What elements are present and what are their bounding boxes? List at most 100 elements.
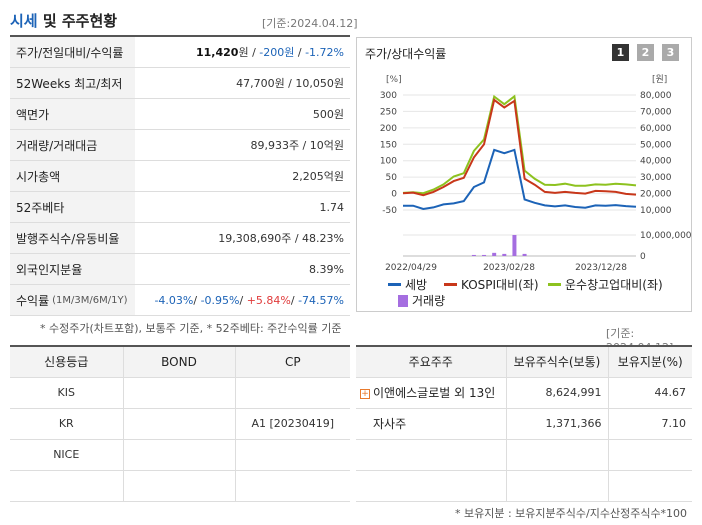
row-label-sub: (1M/3M/6M/1Y): [52, 294, 128, 306]
holder-pct-cell: [607, 470, 692, 502]
return-1m: -4.03%: [154, 293, 194, 307]
right-tick-label: 40,000: [640, 157, 672, 167]
holder-shares-cell: 1,371,366: [505, 408, 608, 440]
row-value: 19,308,690주 / 48.23%: [218, 232, 344, 245]
legend-series-1: 세방: [388, 276, 427, 293]
holder-name: 이앤에스글로벌 외 13인: [373, 386, 496, 400]
series-line: [402, 98, 637, 197]
row-value: 1.74: [319, 200, 345, 214]
column-header: 신용등급: [10, 346, 123, 378]
agency-cell: [10, 470, 123, 502]
right-tick-label: 20,000: [640, 190, 672, 200]
row-market-cap: 시가총액 2,205억원: [10, 161, 350, 192]
holder-pct-cell: [607, 439, 692, 471]
legend-swatch: [398, 294, 408, 307]
table-row: 자사주 1,371,366 7.10: [356, 408, 692, 440]
holder-pct-cell: 7.10: [607, 408, 692, 440]
return-1y: -74.57%: [298, 293, 344, 307]
price-return-chart: [%] [원] 300 80,000 250 70,000 200 60,000 150 50,0…: [380, 74, 692, 273]
row-par-value: 액면가 500원: [10, 99, 350, 130]
table-row: NICE: [10, 439, 350, 471]
agency-cell: KR: [10, 408, 123, 440]
volume-bar: [502, 253, 507, 256]
row-label-text: 수익률: [16, 293, 50, 308]
price-value: 11,420: [196, 46, 239, 59]
price-change-rate: -1.72%: [305, 46, 344, 59]
volume-bar: [522, 253, 527, 256]
return-3m: -0.95%: [200, 293, 240, 307]
chart-page-1-button[interactable]: 1: [612, 44, 629, 61]
left-tick-label: 300: [380, 91, 397, 101]
legend-label: KOSPI대비(좌): [461, 278, 539, 292]
row-label: 외국인지분율: [10, 254, 135, 284]
holders-footnote: * 보유지분 : 보유지분주식수/지수산정주식수*100: [455, 507, 688, 520]
table-row: + 이앤에스글로벌 외 13인 8,624,991 44.67: [356, 377, 692, 409]
table-row: KIS: [10, 377, 350, 409]
agency-cell: NICE: [10, 439, 123, 471]
page-title-sub: 및 주주현황: [42, 12, 118, 30]
x-tick-label: 2023/02/28: [483, 263, 535, 273]
volume-tick-label: 10,000,000: [640, 231, 692, 241]
x-tick-label: 2022/04/29: [385, 263, 437, 273]
volume-bar: [482, 254, 487, 256]
price-change: -200원: [259, 46, 295, 59]
bond-cell: [122, 408, 235, 440]
row-foreign: 외국인지분율 8.39%: [10, 254, 350, 285]
left-axis-unit: [%]: [386, 75, 402, 85]
row-label: 발행주식수/유동비율: [10, 223, 135, 253]
legend-series-2: KOSPI대비(좌): [444, 276, 539, 293]
row-value: 500원: [312, 108, 344, 121]
holder-name-cell: 자사주: [356, 408, 506, 440]
quote-info-table: 주가/전일대비/수익률 11,420원 / -200원 / -1.72% 52W…: [10, 37, 350, 316]
right-axis-unit: [원]: [652, 74, 667, 85]
row-label: 시가총액: [10, 161, 135, 191]
left-tick-label: 150: [380, 140, 397, 150]
cp-cell: A1 [20230419]: [234, 408, 350, 440]
as-of-date: [기준:2024.04.12]: [262, 17, 358, 30]
right-tick-label: 80,000: [640, 91, 672, 101]
table-row: [356, 470, 692, 502]
row-label: 52주베타: [10, 192, 135, 222]
row-value: 2,205억원: [292, 170, 344, 183]
left-tick-label: 100: [380, 157, 397, 167]
agency-cell: KIS: [10, 377, 123, 409]
legend-swatch: [388, 283, 401, 286]
table-header-row: 신용등급 BOND CP: [10, 346, 350, 378]
return-6m: +5.84%: [246, 293, 291, 307]
header-divider: [10, 35, 350, 37]
holder-shares-cell: 8,624,991: [505, 377, 608, 409]
table-row: [356, 439, 692, 471]
legend-label: 세방: [405, 278, 428, 292]
table-row: KR A1 [20230419]: [10, 408, 350, 440]
chart-page-3-button[interactable]: 3: [662, 44, 679, 61]
row-value: 89,933주 / 10억원: [250, 139, 344, 152]
cp-cell: [234, 470, 350, 502]
holder-name-cell: [356, 439, 506, 471]
table-header-row: 주요주주 보유주식수(보통) 보유지분(%): [356, 346, 692, 378]
left-tick-label: 0: [391, 190, 397, 200]
holder-name-cell: + 이앤에스글로벌 외 13인: [356, 377, 506, 409]
legend-volume: 거래량: [398, 292, 445, 309]
bond-cell: [122, 470, 235, 502]
left-tick-label: -50: [382, 206, 397, 216]
row-value: 8.39%: [309, 262, 344, 276]
volume-bar: [471, 254, 476, 256]
right-tick-label: 50,000: [640, 140, 672, 150]
row-value: -4.03%/ -0.95%/ +5.84%/ -74.57%: [154, 293, 344, 307]
holder-shares-cell: [505, 470, 608, 502]
table-row: [10, 470, 350, 502]
row-label: 주가/전일대비/수익률: [10, 37, 135, 67]
price-unit: 원: [238, 46, 249, 59]
info-footnote: * 수정주가(차트포함), 보통주 기준, * 52주베타: 주간수익률 기준: [40, 322, 342, 335]
legend-label: 운수창고업대비(좌): [565, 278, 663, 292]
chart-page-2-button[interactable]: 2: [637, 44, 654, 61]
row-beta: 52주베타 1.74: [10, 192, 350, 223]
page-title: 시세 및 주주현황: [10, 10, 117, 31]
row-returns: 수익률 (1M/3M/6M/1Y) -4.03%/ -0.95%/ +5.84%…: [10, 285, 350, 316]
major-shareholders-table: 주요주주 보유주식수(보통) 보유지분(%) + 이앤에스글로벌 외 13인 8,…: [356, 345, 692, 502]
expand-plus-icon[interactable]: +: [360, 388, 370, 399]
page-title-main: 시세: [10, 12, 38, 30]
legend-series-3: 운수창고업대비(좌): [548, 276, 663, 293]
row-price: 주가/전일대비/수익률 11,420원 / -200원 / -1.72%: [10, 37, 350, 68]
holder-pct-cell: 44.67: [607, 377, 692, 409]
